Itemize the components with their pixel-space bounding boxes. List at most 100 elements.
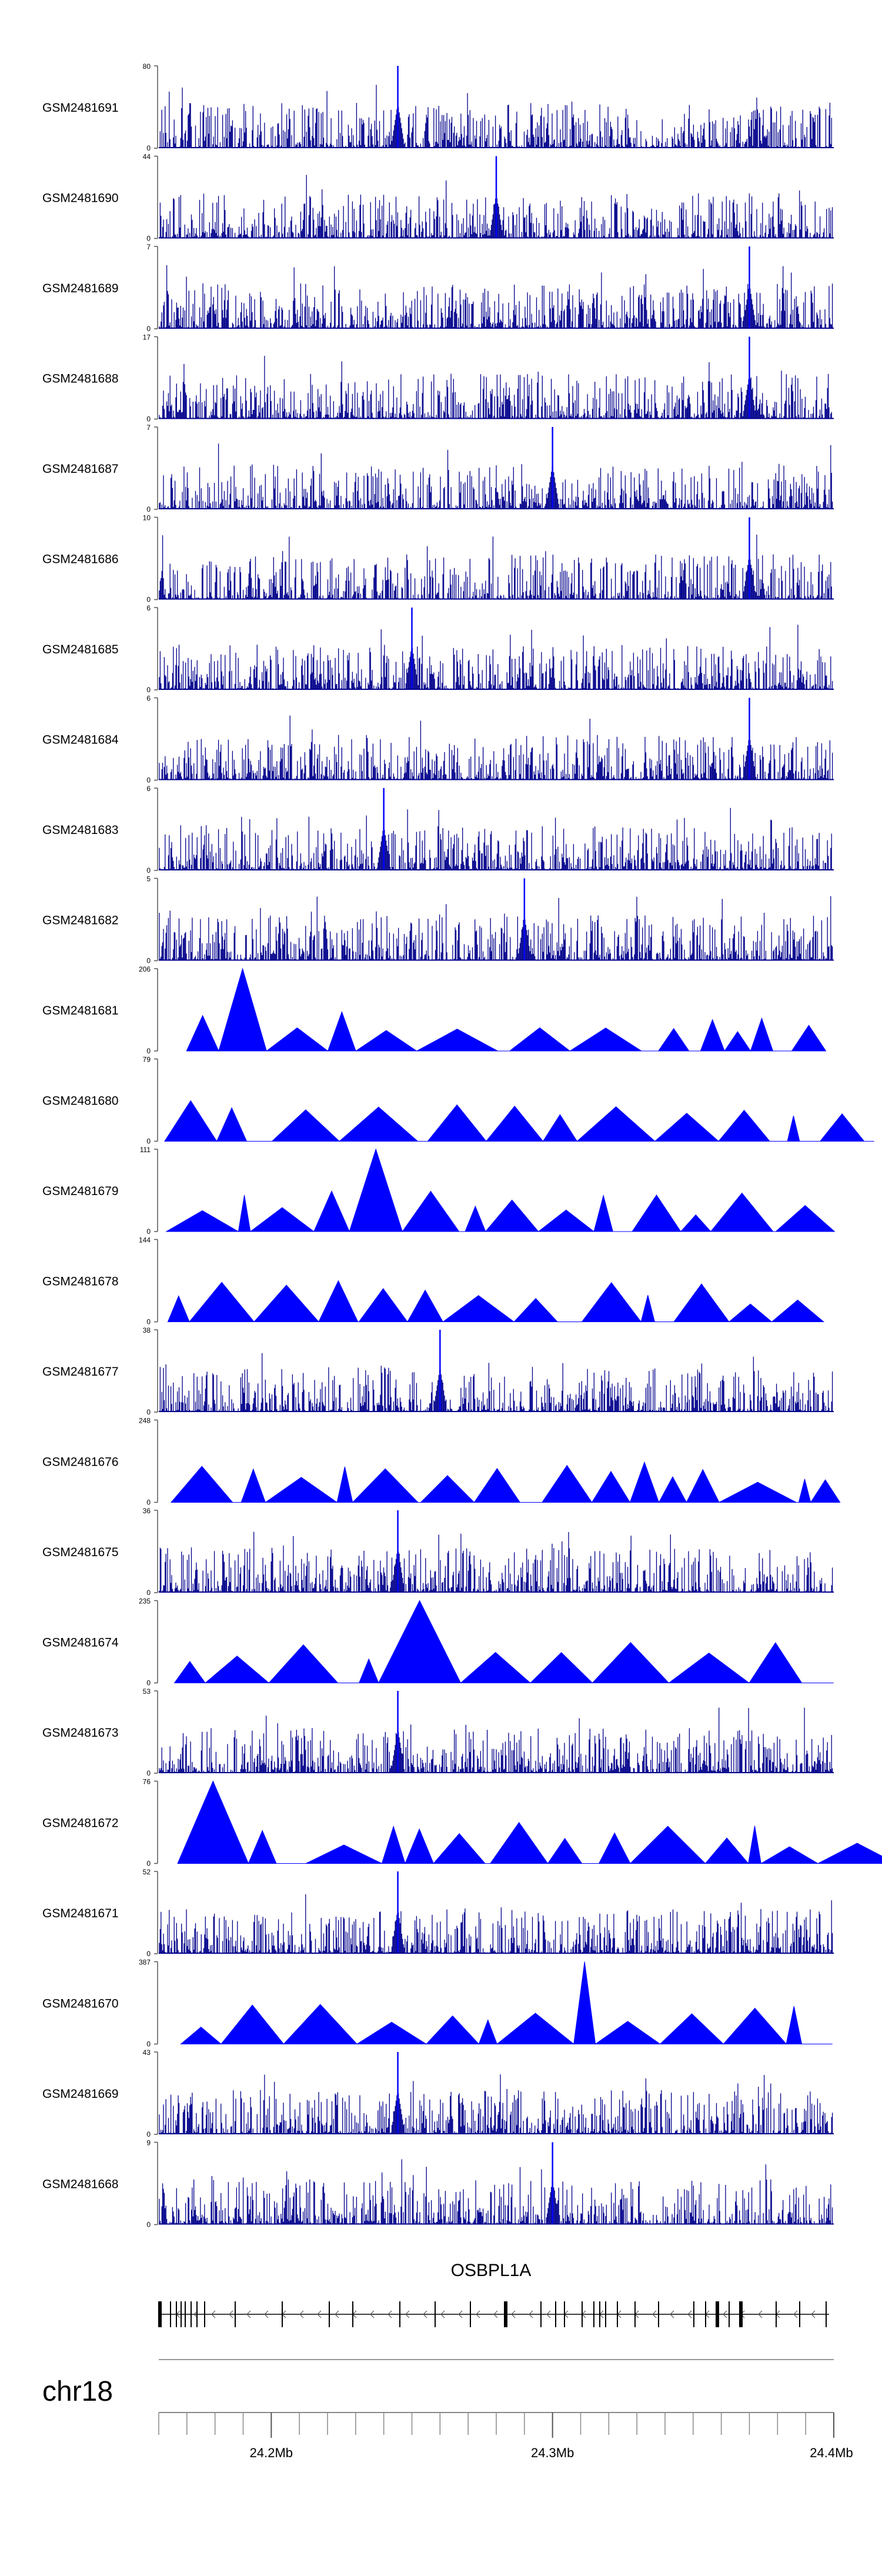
track-GSM2481681: GSM2481681 206 0 bbox=[42, 965, 827, 1055]
signal-bars bbox=[159, 265, 833, 329]
track-GSM2481674: GSM2481674 235 0 bbox=[42, 1597, 834, 1687]
exon bbox=[599, 2301, 600, 2327]
y-min-label: 0 bbox=[146, 1589, 151, 1597]
exon bbox=[540, 2301, 542, 2327]
y-min-label: 0 bbox=[146, 1047, 151, 1055]
exon bbox=[705, 2301, 706, 2327]
y-max-label: 43 bbox=[143, 2048, 151, 2057]
exon bbox=[799, 2301, 800, 2327]
strand-arrow bbox=[758, 2310, 763, 2318]
y-max-label: 80 bbox=[143, 62, 151, 71]
signal-area bbox=[167, 1280, 825, 1323]
track-GSM2481669: GSM2481669 43 0 bbox=[42, 2048, 834, 2138]
track-GSM2481677: GSM2481677 38 0 bbox=[42, 1326, 834, 1416]
signal-bars bbox=[159, 1894, 833, 1954]
exon bbox=[776, 2301, 777, 2327]
exon bbox=[634, 2301, 636, 2327]
track-name: GSM2481670 bbox=[42, 1997, 119, 2011]
track-GSM2481673: GSM2481673 53 0 bbox=[42, 1687, 834, 1777]
track-GSM2481679: GSM2481679 111 0 bbox=[42, 1146, 836, 1236]
y-min-label: 0 bbox=[146, 1318, 151, 1326]
track-GSM2481675: GSM2481675 36 0 bbox=[42, 1507, 834, 1597]
exon bbox=[282, 2301, 283, 2327]
track-GSM2481686: GSM2481686 10 0 bbox=[42, 514, 834, 604]
signal-bars bbox=[159, 2159, 833, 2225]
track-name: GSM2481669 bbox=[42, 2087, 119, 2101]
exon bbox=[181, 2301, 182, 2327]
track-name: GSM2481685 bbox=[42, 643, 119, 656]
y-max-label: 38 bbox=[143, 1326, 151, 1334]
y-min-label: 0 bbox=[146, 866, 151, 875]
signal-bars bbox=[159, 85, 833, 148]
signal-area bbox=[186, 967, 827, 1052]
exon bbox=[399, 2301, 400, 2327]
signal-area bbox=[173, 1600, 834, 1684]
y-min-label: 0 bbox=[146, 2130, 151, 2138]
strand-arrow bbox=[264, 2310, 269, 2318]
track-name: GSM2481680 bbox=[42, 1095, 119, 1108]
track-name: GSM2481673 bbox=[42, 1726, 119, 1740]
track-GSM2481690: GSM2481690 44 0 bbox=[42, 153, 834, 243]
strand-arrow bbox=[723, 2310, 727, 2318]
track-name: GSM2481689 bbox=[42, 282, 119, 295]
exon bbox=[716, 2301, 719, 2327]
y-max-label: 6 bbox=[146, 785, 151, 793]
signal-bars bbox=[159, 2074, 833, 2134]
strand-arrow bbox=[299, 2310, 304, 2318]
signal-area bbox=[165, 1148, 836, 1233]
track-GSM2481670: GSM2481670 387 0 bbox=[42, 1958, 833, 2048]
exon bbox=[826, 2301, 827, 2327]
y-max-label: 7 bbox=[146, 243, 151, 251]
signal-bars bbox=[159, 715, 833, 780]
signal-bars bbox=[159, 1353, 833, 1412]
y-max-label: 387 bbox=[139, 1958, 151, 1967]
exon bbox=[564, 2301, 565, 2327]
track-GSM2481682: GSM2481682 5 0 bbox=[42, 875, 834, 965]
y-max-label: 144 bbox=[139, 1236, 151, 1244]
signal-area bbox=[177, 1780, 882, 1864]
exon bbox=[176, 2301, 177, 2327]
strand-arrow bbox=[405, 2310, 410, 2318]
track-name: GSM2481677 bbox=[42, 1365, 119, 1379]
exon bbox=[582, 2301, 583, 2327]
track-name: GSM2481676 bbox=[42, 1456, 119, 1469]
y-min-label: 0 bbox=[146, 505, 151, 513]
signal-bars bbox=[159, 1707, 833, 1773]
y-max-label: 10 bbox=[143, 514, 151, 522]
strand-arrow bbox=[546, 2310, 551, 2318]
y-min-label: 0 bbox=[146, 1679, 151, 1687]
strand-arrow bbox=[211, 2310, 216, 2318]
strand-arrow bbox=[387, 2310, 392, 2318]
exon bbox=[729, 2301, 730, 2327]
strand-arrow bbox=[317, 2310, 322, 2318]
track-name: GSM2481671 bbox=[42, 1907, 119, 1920]
track-GSM2481678: GSM2481678 144 0 bbox=[42, 1236, 825, 1326]
track-GSM2481685: GSM2481685 6 0 bbox=[42, 604, 834, 694]
exon bbox=[158, 2301, 162, 2327]
y-min-label: 0 bbox=[146, 235, 151, 243]
y-max-label: 52 bbox=[143, 1868, 151, 1876]
exon bbox=[170, 2301, 171, 2327]
track-GSM2481687: GSM2481687 7 0 bbox=[42, 423, 834, 513]
strand-arrow bbox=[246, 2310, 251, 2318]
exon bbox=[185, 2301, 186, 2327]
track-name: GSM2481679 bbox=[42, 1184, 119, 1198]
signal-area bbox=[171, 1461, 841, 1503]
exon bbox=[593, 2301, 594, 2327]
signal-area bbox=[164, 1100, 874, 1142]
y-min-label: 0 bbox=[146, 1137, 151, 1146]
exon bbox=[435, 2301, 436, 2327]
y-max-label: 53 bbox=[143, 1687, 151, 1696]
track-GSM2481691: GSM2481691 80 0 bbox=[42, 62, 834, 152]
y-min-label: 0 bbox=[146, 1408, 151, 1416]
strand-arrow bbox=[370, 2310, 375, 2318]
strand-arrow bbox=[511, 2310, 516, 2318]
track-GSM2481683: GSM2481683 6 0 bbox=[42, 785, 834, 875]
y-min-label: 0 bbox=[146, 957, 151, 965]
strand-arrow bbox=[793, 2310, 798, 2318]
axis-ticks: 24.2Mb 24.3Mb 24.4Mb bbox=[158, 2413, 853, 2460]
track-name: GSM2481686 bbox=[42, 553, 119, 566]
y-max-label: 206 bbox=[139, 965, 151, 973]
track-GSM2481671: GSM2481671 52 0 bbox=[42, 1868, 834, 1958]
